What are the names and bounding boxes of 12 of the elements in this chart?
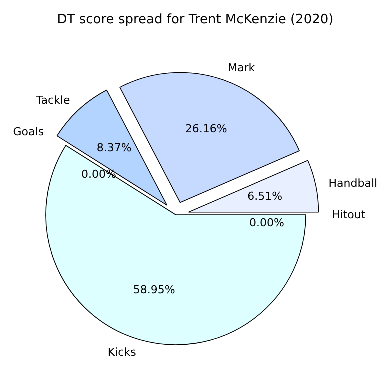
category-label: Hitout	[332, 208, 366, 222]
chart-title: DT score spread for Trent McKenzie (2020)	[57, 12, 334, 28]
slice-label: Kicks	[108, 346, 137, 359]
slice-label: Tackle	[35, 94, 70, 107]
data-label: 8.37%	[96, 142, 132, 155]
data-label: 26.16%	[185, 122, 228, 136]
data-label: 58.95%	[133, 283, 176, 296]
slice-label: Mark	[228, 61, 256, 74]
data-label: 6.51%	[248, 190, 283, 204]
slice-label: Handball	[328, 176, 378, 190]
text: 0.00%	[250, 216, 284, 230]
category-label: Goals	[13, 125, 44, 138]
